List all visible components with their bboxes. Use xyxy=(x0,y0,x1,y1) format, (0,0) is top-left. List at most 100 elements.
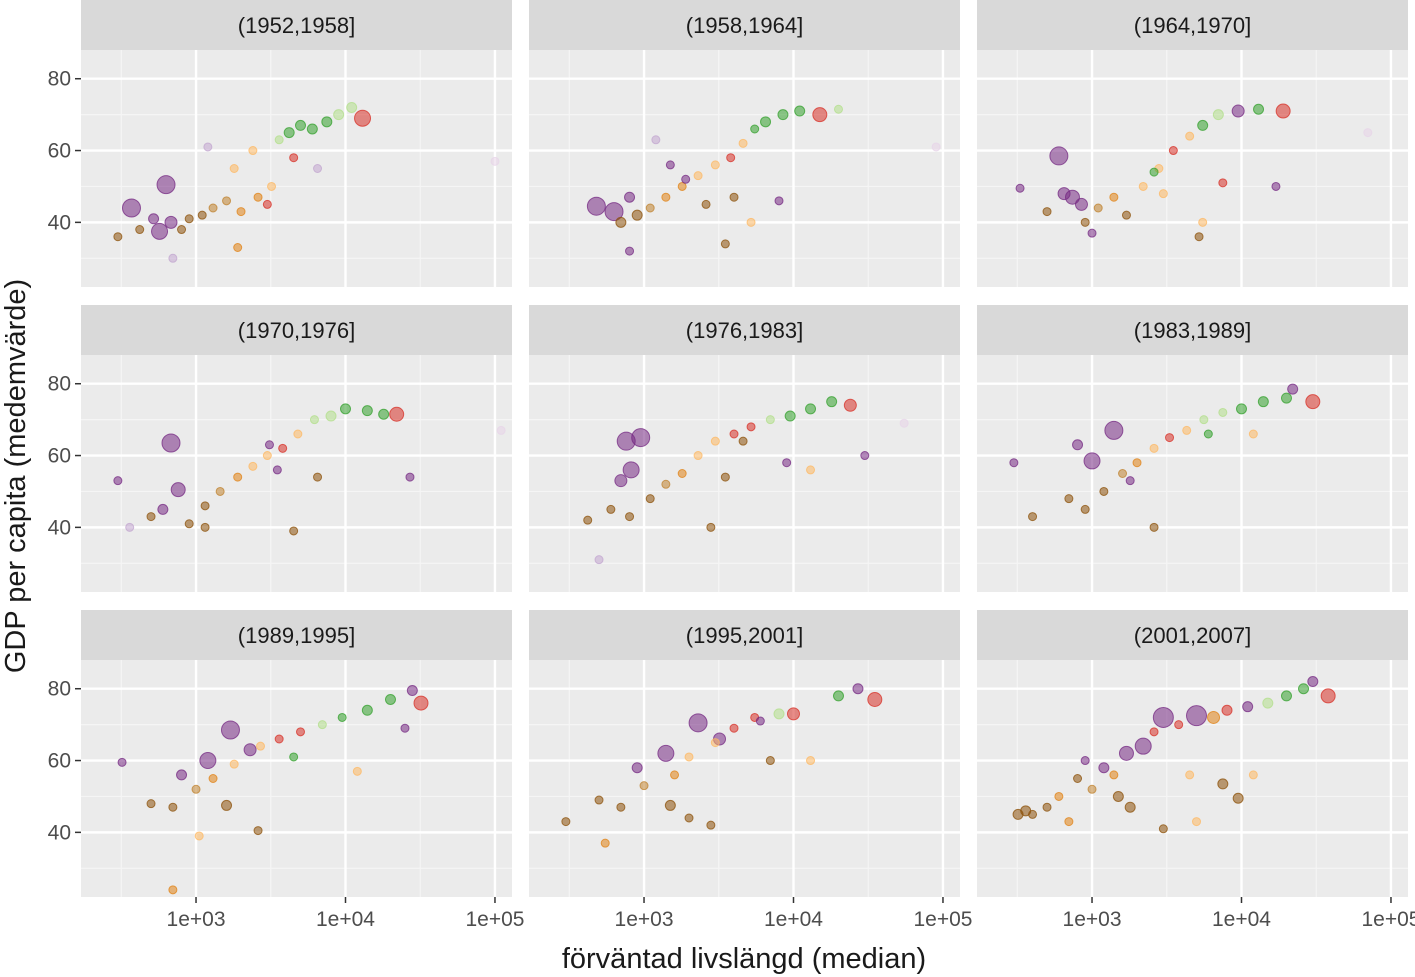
data-point xyxy=(1149,443,1159,453)
data-point xyxy=(229,759,239,769)
data-point xyxy=(706,522,716,532)
data-point xyxy=(220,720,240,740)
panel-background xyxy=(529,50,960,287)
data-point xyxy=(146,512,156,522)
data-point xyxy=(645,203,655,213)
data-point xyxy=(267,181,277,191)
data-point xyxy=(1054,791,1064,801)
data-point xyxy=(352,766,362,776)
data-point xyxy=(1203,429,1213,439)
point-group xyxy=(586,104,941,256)
data-point xyxy=(1192,817,1202,827)
data-point xyxy=(325,410,337,422)
data-point xyxy=(1207,710,1221,724)
data-point xyxy=(361,405,373,417)
x-tick-label: 1e+03 xyxy=(615,908,674,931)
data-point xyxy=(624,191,636,203)
data-point xyxy=(833,104,843,114)
data-point xyxy=(1104,420,1124,440)
data-point xyxy=(309,415,319,425)
data-point xyxy=(586,196,606,216)
data-point xyxy=(313,164,323,173)
y-tick-label: 40 xyxy=(48,821,71,844)
data-point xyxy=(684,752,694,762)
data-point xyxy=(146,799,156,809)
data-point xyxy=(1118,745,1134,761)
data-point xyxy=(151,222,169,240)
data-point xyxy=(274,135,284,145)
data-point xyxy=(400,723,410,733)
data-point xyxy=(248,461,258,471)
data-point xyxy=(677,469,687,478)
point-group xyxy=(117,685,429,895)
point-group xyxy=(1015,103,1373,242)
data-point xyxy=(931,142,941,152)
data-point xyxy=(1015,183,1025,193)
data-point xyxy=(1138,181,1148,191)
data-point xyxy=(1231,104,1245,118)
facet-strip-label: (1964,1970] xyxy=(1134,13,1251,38)
data-point xyxy=(615,216,627,228)
data-point xyxy=(333,109,345,121)
data-point xyxy=(191,784,201,794)
data-point xyxy=(405,472,415,482)
data-point xyxy=(867,692,883,707)
data-point xyxy=(248,146,258,156)
data-point xyxy=(253,192,263,202)
data-point xyxy=(208,774,218,783)
data-point xyxy=(283,127,295,139)
data-point xyxy=(184,519,194,529)
data-point xyxy=(614,474,628,488)
data-point xyxy=(253,826,263,836)
data-point xyxy=(194,831,204,841)
data-point xyxy=(760,116,772,128)
y-tick-label: 60 xyxy=(48,750,71,773)
data-point xyxy=(1042,802,1052,812)
facet-strip-label: (1995,2001] xyxy=(686,623,803,648)
data-point xyxy=(113,476,123,486)
data-point xyxy=(1109,192,1119,202)
data-point xyxy=(1298,683,1310,695)
facet-strip-label: (1970,1976] xyxy=(238,318,355,343)
x-tick-label: 1e+03 xyxy=(167,908,226,931)
data-point xyxy=(651,135,661,145)
data-point xyxy=(361,704,373,716)
data-point xyxy=(746,422,756,432)
y-tick-label: 40 xyxy=(48,211,71,234)
data-point xyxy=(720,472,730,482)
data-point xyxy=(1198,217,1208,227)
y-tick-label: 60 xyxy=(48,445,71,468)
data-point xyxy=(272,465,282,475)
facet-strip-label: (1976,1983] xyxy=(686,318,803,343)
data-point xyxy=(1042,207,1052,217)
data-point xyxy=(413,695,429,711)
data-point xyxy=(168,253,178,263)
data-point xyxy=(1271,181,1281,191)
x-tick-label: 1e+04 xyxy=(316,908,375,931)
data-point xyxy=(337,712,347,722)
data-point xyxy=(113,232,123,242)
y-tick-label: 60 xyxy=(48,140,71,163)
data-point xyxy=(661,192,671,202)
data-point xyxy=(278,443,288,453)
data-point xyxy=(693,171,703,181)
data-point xyxy=(604,202,624,222)
data-point xyxy=(706,820,716,830)
x-axis-title: förväntad livslängd (median) xyxy=(562,943,926,975)
data-point xyxy=(729,429,739,439)
data-point xyxy=(1280,392,1292,404)
facet-panel: (1995,2001] xyxy=(529,610,960,897)
y-tick-label: 80 xyxy=(48,373,71,396)
data-point xyxy=(625,246,635,256)
data-point xyxy=(264,440,274,450)
panel-background xyxy=(81,355,512,592)
data-point xyxy=(670,770,680,780)
data-point xyxy=(860,451,870,461)
data-point xyxy=(490,156,500,166)
data-point xyxy=(293,429,303,439)
data-point xyxy=(729,192,739,202)
data-point xyxy=(384,694,396,705)
data-point xyxy=(720,239,730,249)
data-point xyxy=(496,425,506,435)
data-point xyxy=(1074,197,1088,211)
